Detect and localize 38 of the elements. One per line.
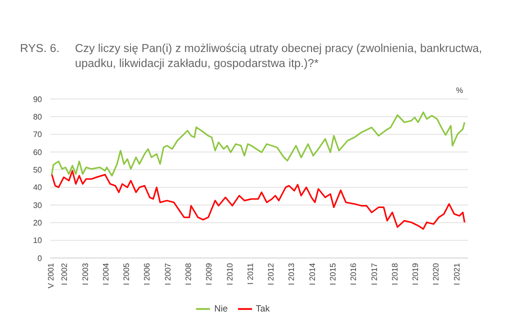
x-tick-label: I 2010 (225, 262, 234, 286)
x-tick-label: I 2014 (308, 262, 317, 286)
y-tick-label: 70 (33, 130, 43, 140)
x-tick-label: I 2021 (452, 262, 462, 286)
legend-label: Tak (256, 303, 270, 314)
y-tick-label: 0 (38, 254, 43, 263)
line-series (50, 170, 466, 230)
line-series (50, 112, 466, 176)
x-tick-label: I 2020 (432, 262, 441, 286)
x-tick-label: I 2017 (370, 262, 379, 286)
y-tick-label: 10 (33, 236, 43, 246)
y-tick-label: 40 (33, 183, 43, 192)
x-tick-label: I 2002 (60, 262, 70, 286)
x-tick-label: I 2013 (287, 262, 296, 286)
x-tick-label: I 2012 (266, 262, 276, 286)
x-tick-label: I 2005 (122, 262, 132, 286)
x-tick-label: I 2018 (390, 262, 400, 286)
y-tick-label: 20 (33, 218, 43, 228)
y-tick-label: 50 (33, 166, 43, 175)
y-tick-label: 90 (33, 94, 43, 104)
x-tick-label: I 2004 (101, 262, 110, 286)
x-tick-label: I 2008 (184, 262, 194, 286)
x-tick-label: I 2006 (142, 262, 152, 286)
legend-label: Nie (214, 303, 228, 314)
x-tick-label: I 2011 (246, 262, 255, 285)
x-tick-label: I 2015 (328, 262, 338, 286)
y-tick-label: 30 (33, 200, 43, 210)
x-tick-label: I 2019 (411, 262, 420, 286)
y-tick-label: 80 (33, 112, 43, 122)
x-tick-label: I 2003 (80, 262, 90, 286)
y-axis-title: % (456, 86, 464, 95)
x-tick-label: V 2001 (46, 262, 56, 288)
x-tick-label: I 2009 (204, 262, 214, 286)
x-tick-label: I 2007 (163, 262, 172, 286)
x-tick-label: I 2016 (349, 262, 358, 286)
chart-title: RYS. 6. (20, 42, 60, 57)
chart-subtitle: Czy liczy się Pan(i) z możliwością utraty obecnej pracy (zwolnienia, bankructwa, upadku, likwidacji zakładu, gospodarstwa itp.)?* (75, 42, 484, 72)
y-tick-label: 60 (33, 148, 43, 157)
